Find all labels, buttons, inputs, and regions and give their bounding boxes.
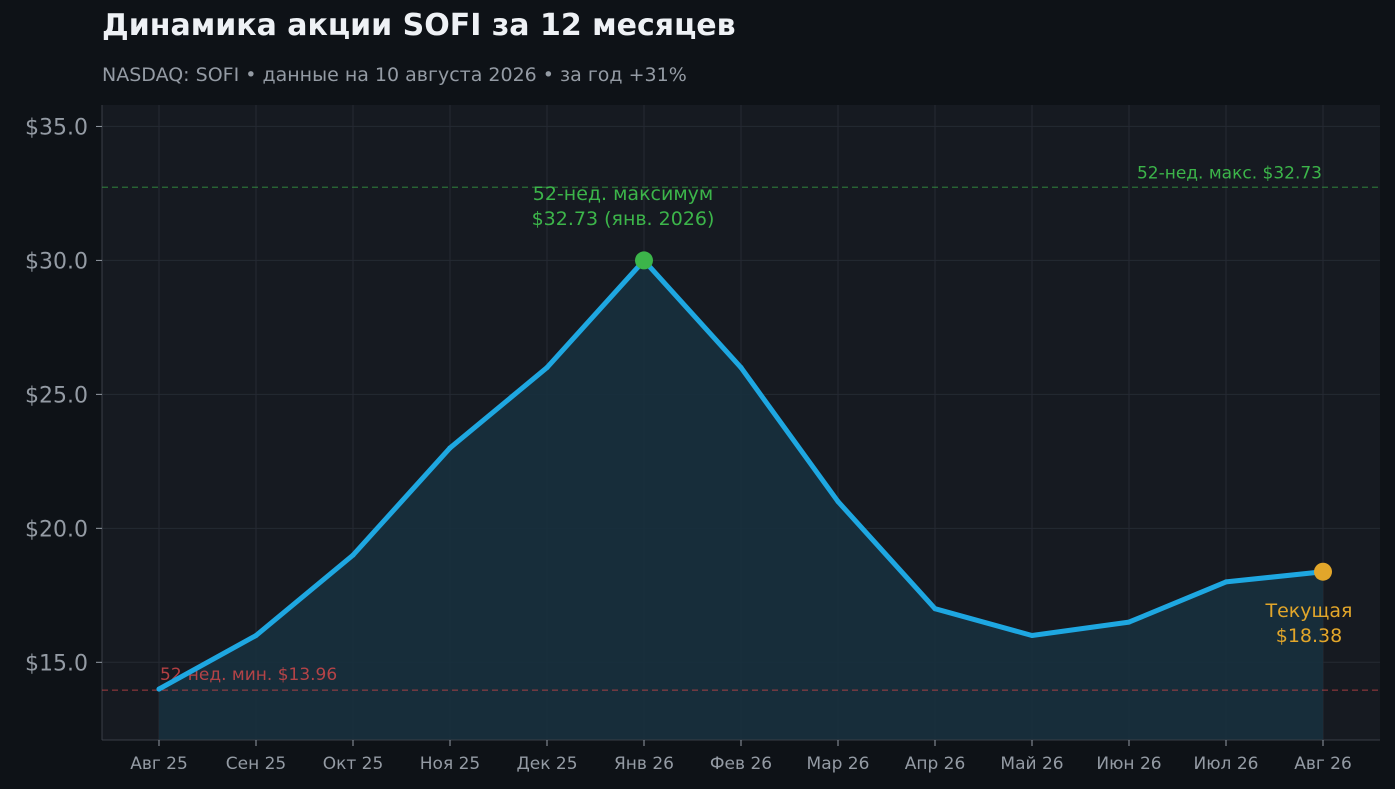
area-fill (159, 260, 1323, 740)
y-tick-label: $30.0 (25, 249, 88, 274)
current-annotation-line2: $18.38 (1276, 625, 1342, 647)
high-reference-label: 52-нед. макс. $32.73 (1137, 163, 1322, 183)
x-tick-label: Мар 26 (807, 754, 870, 774)
data-point (932, 606, 938, 612)
peak-annotation-line1: 52-нед. максимум (533, 183, 714, 205)
x-tick-label: Сен 25 (226, 754, 286, 774)
current-marker (1314, 562, 1332, 581)
data-point (835, 499, 841, 505)
data-point (253, 633, 259, 639)
x-tick-label: Ноя 25 (420, 754, 480, 774)
chart-title: Динамика акции SOFI за 12 месяцев (102, 8, 736, 43)
y-tick-label: $20.0 (25, 517, 88, 542)
x-tick-label: Окт 25 (323, 754, 384, 774)
data-point (350, 552, 356, 558)
x-tick-label: Июл 26 (1194, 754, 1259, 774)
x-tick-label: Апр 26 (905, 754, 966, 774)
x-tick-label: Дек 25 (516, 754, 577, 774)
x-tick-label: Май 26 (1000, 754, 1063, 774)
x-tick-label: Авг 25 (130, 754, 188, 774)
data-point (447, 445, 453, 451)
x-tick-label: Авг 26 (1294, 754, 1352, 774)
y-tick-label: $15.0 (25, 651, 88, 676)
data-point (1029, 633, 1035, 639)
peak-marker (635, 251, 653, 270)
data-point (544, 365, 550, 371)
chart-subtitle: NASDAQ: SOFI • данные на 10 августа 2026… (102, 64, 687, 86)
x-tick-label: Фев 26 (710, 754, 772, 774)
low-reference-label: 52-нед. мин. $13.96 (160, 665, 337, 685)
y-tick-label: $35.0 (25, 115, 88, 140)
current-annotation-line1: Текущая (1265, 600, 1353, 622)
peak-annotation-line2: $32.73 (янв. 2026) (532, 208, 715, 230)
data-point (1223, 579, 1229, 585)
data-point (738, 365, 744, 371)
data-point (1126, 619, 1132, 625)
x-tick-label: Июн 26 (1096, 754, 1161, 774)
y-tick-label: $25.0 (25, 383, 88, 408)
x-tick-label: Янв 26 (614, 754, 674, 774)
data-point (156, 686, 162, 692)
